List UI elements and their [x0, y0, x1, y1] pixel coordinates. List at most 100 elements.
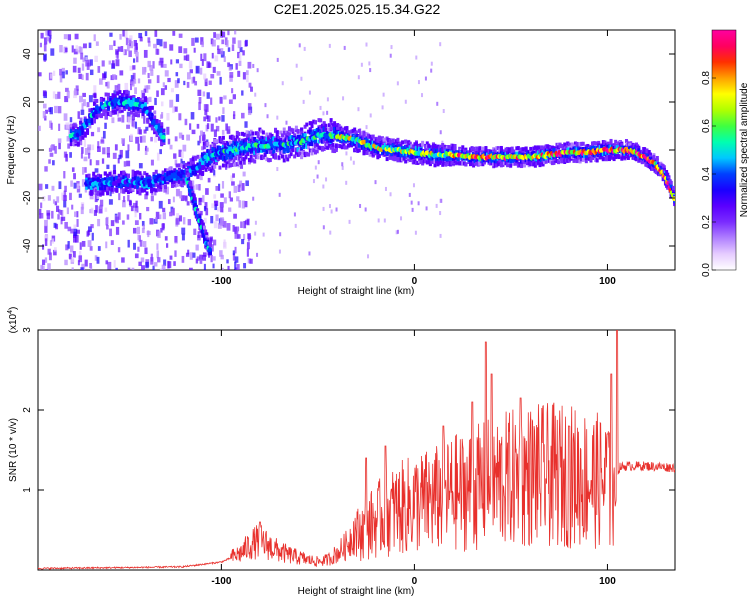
heatmap-cell: [42, 196, 46, 202]
heatmap-cell: [450, 146, 454, 151]
heatmap-cell: [150, 195, 154, 202]
heatmap-cell: [244, 149, 248, 154]
heatmap-cell: [245, 130, 249, 135]
heatmap-cell: [329, 118, 333, 123]
heatmap-cell: [303, 46, 306, 51]
heatmap-cell: [122, 220, 125, 225]
heatmap-cell: [546, 147, 550, 152]
heatmap-cell: [109, 32, 113, 37]
heatmap-cell: [228, 135, 232, 140]
heatmap-cell: [167, 77, 171, 83]
heatmap-cell: [237, 51, 240, 59]
heatmap-cell: [519, 159, 523, 164]
heatmap-cell: [322, 225, 325, 230]
heatmap-cell: [201, 222, 205, 227]
heatmap-cell: [401, 153, 405, 158]
heatmap-cell: [343, 45, 346, 50]
heatmap-cell: [305, 122, 309, 127]
heatmap-cell: [479, 150, 483, 155]
heatmap-cell: [453, 147, 457, 152]
heatmap-cell: [118, 109, 122, 114]
heatmap-cell: [195, 184, 199, 190]
heatmap-cell: [97, 218, 101, 227]
heatmap-cell: [552, 146, 556, 151]
heatmap-cell: [72, 126, 76, 131]
heatmap-cell: [79, 242, 82, 250]
heatmap-cell: [94, 55, 98, 62]
heatmap-cell: [101, 158, 105, 164]
heatmap-cell: [421, 161, 425, 166]
heatmap-cell: [418, 159, 422, 164]
heatmap-cell: [393, 154, 397, 159]
heatmap-cell: [574, 154, 578, 159]
heatmap-cell: [425, 154, 429, 159]
heatmap-cell: [81, 167, 85, 175]
heatmap-cell: [76, 142, 80, 147]
heatmap-cell: [115, 267, 118, 270]
heatmap-cell: [145, 261, 149, 269]
heatmap-cell: [140, 186, 144, 191]
heatmap-cell: [303, 143, 307, 148]
heatmap-cell: [109, 188, 112, 197]
heatmap-cell: [170, 181, 174, 186]
heatmap-cell: [201, 170, 205, 175]
heatmap-cell: [209, 149, 213, 154]
heatmap-cell: [287, 132, 291, 137]
heatmap-cell: [387, 140, 391, 145]
heatmap-cell: [322, 146, 326, 151]
heatmap-cell: [118, 95, 122, 100]
heatmap-cell: [326, 138, 330, 143]
heatmap-cell: [357, 134, 361, 139]
heatmap-cell: [310, 121, 314, 126]
heatmap-cell: [256, 155, 260, 160]
heatmap-cell: [79, 95, 83, 103]
heatmap-cell: [312, 179, 315, 184]
heatmap-cell: [66, 136, 70, 142]
heatmap-cell: [253, 159, 257, 164]
heatmap-cell: [214, 148, 218, 153]
heatmap-cell: [130, 205, 134, 212]
heatmap-cell: [415, 55, 418, 60]
heatmap-cell: [221, 39, 225, 45]
heatmap-cell: [187, 219, 192, 226]
heatmap-cell: [189, 172, 193, 177]
heatmap-cell: [427, 160, 431, 165]
heatmap-cell: [247, 258, 251, 264]
heatmap-cell: [428, 148, 432, 153]
heatmap-cell: [475, 150, 479, 155]
heatmap-cell: [210, 74, 215, 79]
heatmap-cell: [162, 223, 165, 231]
heatmap-cell: [100, 139, 105, 144]
heatmap-cell: [340, 136, 344, 141]
heatmap-cell: [416, 144, 420, 149]
heatmap-cell: [357, 107, 360, 112]
heatmap-cell: [444, 162, 448, 167]
heatmap-cell: [199, 175, 203, 181]
heatmap-cell: [231, 88, 234, 94]
heatmap-cell: [239, 180, 243, 187]
heatmap-cell: [101, 60, 105, 67]
heatmap-cell: [246, 70, 249, 76]
heatmap-cell: [81, 179, 86, 187]
heatmap-cell: [149, 218, 154, 225]
heatmap-cell: [396, 229, 399, 234]
heatmap-cell: [130, 99, 134, 104]
heatmap-cell: [133, 176, 137, 181]
heatmap-cell: [189, 267, 193, 270]
heatmap-cell: [519, 150, 523, 155]
heatmap-cell: [279, 137, 283, 142]
heatmap-cell: [198, 213, 202, 218]
heatmap-cell: [191, 171, 195, 176]
heatmap-cell: [191, 180, 195, 187]
heatmap-cell: [371, 152, 375, 157]
heatmap-cell: [484, 146, 488, 151]
heatmap-cell: [103, 186, 107, 191]
heatmap-cell: [123, 49, 127, 56]
heatmap-cell: [129, 185, 133, 190]
heatmap-cell: [153, 43, 157, 49]
heatmap-cell: [215, 125, 220, 132]
heatmap-cell: [310, 131, 314, 136]
heatmap-cell: [154, 97, 157, 106]
heatmap-cell: [128, 38, 132, 44]
heatmap-cell: [55, 93, 58, 100]
